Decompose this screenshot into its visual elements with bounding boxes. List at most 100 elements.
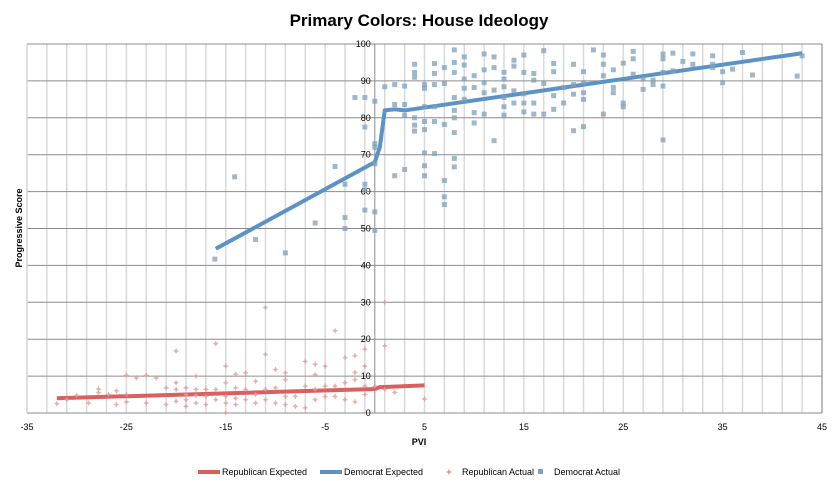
democrat-actual-point [422,104,427,110]
republican-actual-point [332,393,339,400]
democrat-actual-point [730,66,736,72]
republican-actual-point [312,371,319,378]
x-tick-label: 45 [817,422,827,432]
republican-actual-legend-swatch [446,469,452,475]
democrat-actual-point [720,80,726,86]
democrat-actual-point [581,90,586,96]
democrat-actual-point [680,58,686,64]
republican-actual-point [242,369,249,376]
republican-actual-point [222,410,229,416]
republican-actual-point [222,400,229,407]
democrat-actual-point [412,128,418,134]
democrat-actual-point [600,111,606,117]
democrat-actual-point [481,80,487,86]
democrat-actual-point [471,85,477,91]
democrat-actual-point [660,56,666,62]
democrat-actual-point [511,57,517,63]
democrat-actual-point [710,53,716,59]
democrat-actual-point [461,76,467,82]
democrat-actual-point [571,128,577,134]
democrat-actual-point [422,118,427,124]
democrat-actual-point [431,71,437,77]
republican-actual-point [113,401,120,408]
republican-actual-point [332,327,339,334]
democrat-actual-point [521,91,527,97]
series-points [53,47,805,416]
democrat-actual-point [541,111,547,117]
republican-actual-point [143,400,150,407]
republican-actual-point [312,361,319,368]
republican-actual-point [192,386,199,393]
democrat-actual-point [551,61,557,67]
democrat-actual-point [511,88,517,94]
x-tick-label: 25 [618,422,628,432]
y-tick-label: 70 [361,150,371,160]
republican-actual-point [252,391,259,398]
democrat-actual-point [372,227,378,233]
democrat-actual-point [451,69,457,75]
democrat-actual-point [521,100,527,106]
republican-actual-point [421,395,428,402]
x-tick-label: -15 [219,422,232,432]
republican-actual-point [302,383,309,390]
republican-actual-point [351,352,358,359]
democrat-actual-point [441,121,447,127]
democrat-actual-point [571,91,577,97]
republican-actual-point [192,392,199,399]
republican-actual-point [292,403,299,410]
republican-actual-point [173,386,180,393]
democrat-actual-point [402,102,408,108]
democrat-actual-point [501,84,507,90]
democrat-actual-point [372,141,378,147]
democrat-actual-point [342,226,348,231]
democrat-actual-point [253,237,259,243]
democrat-actual-point [352,95,358,101]
republican-actual-point [173,379,180,386]
republican-actual-point [232,395,239,402]
democrat-actual-point [362,181,368,187]
republican-actual-point [262,396,269,403]
democrat-actual-point [342,214,348,220]
democrat-actual-point [392,102,398,108]
republican-actual-point [212,386,219,393]
republican-actual-point [322,393,329,400]
democrat-actual-point [531,111,537,117]
grid [26,43,823,414]
republican-actual-point [272,384,279,391]
democrat-actual-point [402,166,408,172]
republican-actual-point [361,346,368,353]
democrat-actual-point [481,67,487,73]
democrat-actual-point [501,76,507,82]
republican-actual-point [332,383,339,390]
democrat-actual-point [610,67,616,73]
democrat-actual-point [541,48,547,54]
democrat-actual-point [441,202,447,208]
republican-actual-point [312,396,319,403]
republican-actual-point [222,379,229,386]
democrat-actual-point [312,220,318,226]
democrat-actual-point [372,98,378,104]
democrat-actual-point [600,52,606,58]
democrat-actual-point [451,130,457,136]
y-tick-label: 30 [361,297,371,307]
chart-title: Primary Colors: House Ideology [290,11,549,30]
democrat-actual-point [461,54,467,60]
democrat-actual-point [600,73,606,79]
democrat-actual-point [581,80,586,86]
x-tick-label: 15 [519,422,529,432]
republican-actual-point [222,393,229,400]
democrat-actual-point [521,69,527,75]
democrat-actual-point [531,100,537,106]
democrat-actual-point [670,68,676,74]
republican-actual-point [143,372,150,379]
republican-actual-point [133,374,140,381]
republican-actual-point [292,393,299,400]
democrat-actual-point [501,104,507,110]
democrat-actual-point [431,104,437,110]
republican-expected-legend-label: Republican Expected [222,467,307,477]
democrat-actual-point [531,77,537,83]
democrat-actual-point [670,50,676,56]
republican-actual-point [322,383,329,390]
republican-actual-point [351,376,358,383]
democrat-expected-line [214,51,803,251]
